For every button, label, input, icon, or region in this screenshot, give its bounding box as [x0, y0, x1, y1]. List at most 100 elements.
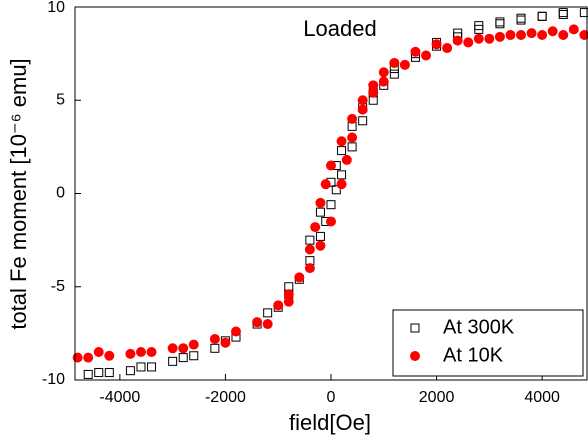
data-point	[283, 289, 294, 300]
data-point	[304, 263, 315, 274]
data-point	[209, 333, 220, 344]
data-point	[547, 26, 558, 37]
data-point	[326, 216, 336, 227]
data-point	[72, 352, 83, 363]
data-point	[168, 356, 178, 366]
data-point	[516, 29, 527, 40]
data-point	[135, 347, 146, 358]
data-point	[104, 368, 114, 378]
data-point	[337, 170, 347, 180]
legend-label: At 10K	[443, 344, 504, 366]
data-point	[505, 29, 516, 40]
data-point	[399, 59, 410, 70]
data-point	[537, 11, 547, 21]
legend-label: At 300K	[443, 316, 515, 338]
data-point	[526, 28, 537, 39]
data-point	[378, 76, 389, 87]
data-point	[431, 39, 442, 50]
data-point	[125, 366, 135, 376]
data-point	[347, 142, 357, 152]
data-point	[442, 43, 453, 54]
data-point	[331, 185, 341, 195]
y-tick-label: 0	[56, 185, 65, 202]
data-point	[347, 132, 358, 143]
data-point	[210, 343, 220, 353]
data-point	[83, 352, 94, 363]
data-point	[104, 350, 115, 361]
data-point	[273, 300, 284, 311]
data-point	[294, 272, 305, 283]
data-point	[336, 179, 347, 190]
data-point	[494, 31, 505, 42]
x-axis-label: field[Oe]	[289, 410, 371, 435]
data-point	[558, 29, 569, 40]
x-tick-label: 4000	[524, 389, 560, 406]
data-point	[262, 319, 273, 330]
data-point	[252, 317, 263, 328]
data-point	[136, 362, 146, 372]
data-point	[336, 136, 347, 147]
data-point	[347, 113, 358, 124]
data-point	[147, 362, 157, 372]
data-point	[320, 179, 331, 190]
data-point	[94, 368, 104, 378]
annotation: Loaded	[303, 16, 376, 41]
data-point	[167, 343, 178, 354]
x-tick-label: -4000	[99, 389, 140, 406]
y-tick-label: -10	[42, 371, 65, 388]
x-tick-label: -2000	[205, 389, 246, 406]
data-point	[357, 104, 368, 115]
data-point	[304, 244, 315, 255]
data-point	[326, 160, 336, 171]
data-point	[579, 8, 588, 18]
data-point	[315, 197, 326, 208]
data-point	[484, 33, 495, 44]
data-point	[516, 13, 526, 23]
x-tick-label: 0	[327, 389, 336, 406]
data-point	[230, 326, 241, 337]
data-point	[357, 95, 368, 106]
data-point	[378, 67, 389, 78]
data-point	[389, 69, 399, 79]
data-point	[178, 353, 188, 363]
data-point	[337, 146, 347, 156]
data-point	[178, 343, 189, 354]
data-point	[537, 29, 548, 40]
data-point	[188, 339, 199, 350]
data-point	[568, 24, 579, 35]
y-axis-label: total Fe moment [10⁻⁶ emu]	[6, 58, 31, 329]
data-point	[463, 37, 474, 48]
data-point	[310, 222, 321, 233]
data-point	[315, 240, 326, 251]
data-point	[220, 337, 231, 348]
data-point	[579, 29, 588, 40]
data-point	[368, 80, 379, 91]
legend-marker	[410, 351, 420, 361]
data-point	[558, 8, 568, 18]
data-point	[495, 17, 505, 27]
y-tick-label: -5	[51, 278, 65, 295]
data-point	[125, 348, 136, 359]
data-point	[368, 87, 379, 98]
y-tick-label: 10	[47, 0, 65, 16]
data-point	[83, 369, 93, 379]
x-tick-label: 2000	[419, 389, 455, 406]
data-point	[452, 35, 463, 46]
legend-box	[392, 309, 584, 377]
data-point	[315, 207, 325, 217]
data-point	[474, 21, 484, 31]
data-point	[315, 231, 325, 241]
data-point	[389, 57, 400, 68]
data-point	[189, 351, 199, 361]
data-point	[146, 347, 157, 358]
data-point	[358, 116, 368, 126]
data-point	[421, 50, 432, 61]
y-tick-label: 5	[56, 91, 65, 108]
data-point	[263, 308, 273, 318]
legend-marker	[410, 323, 420, 333]
data-point	[473, 33, 484, 44]
data-point	[93, 347, 104, 358]
data-point	[283, 296, 294, 307]
data-point	[410, 46, 421, 57]
